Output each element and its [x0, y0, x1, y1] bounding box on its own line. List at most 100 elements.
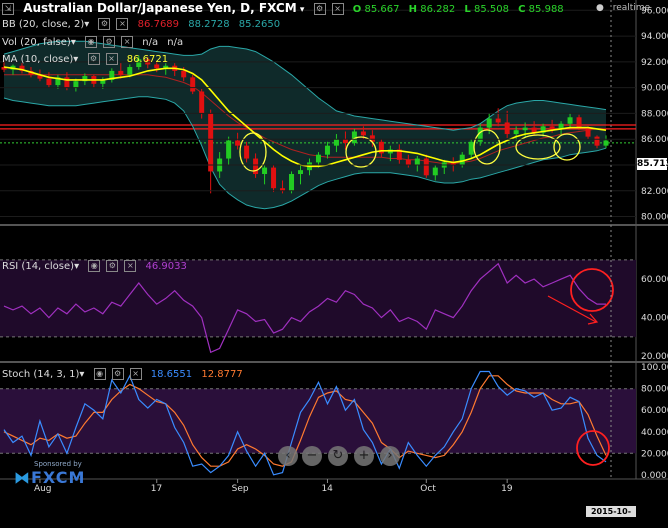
- price-tick-label: 88.000: [641, 109, 668, 119]
- stoch-legend: Stoch (14, 3, 1)▾ ◉ ⚙ × 18.6551 12.8777: [2, 368, 243, 380]
- candle-body: [459, 154, 465, 165]
- candle-body: [1, 67, 7, 70]
- candle-body: [468, 141, 474, 155]
- candle-body: [405, 159, 411, 165]
- stoch-k-line: [3, 370, 607, 476]
- candle-body: [262, 167, 268, 175]
- candle-body: [100, 79, 106, 84]
- settings-icon[interactable]: ⚙: [313, 3, 326, 15]
- candle-body: [342, 139, 348, 144]
- rsi-tick-label: 20.000: [641, 352, 668, 362]
- candle-body: [585, 127, 591, 137]
- annotation-ellipse: [473, 129, 501, 165]
- stoch-close-icon[interactable]: ×: [129, 368, 142, 380]
- candle-body: [450, 162, 456, 165]
- scroll-left-button[interactable]: ‹: [278, 446, 298, 466]
- annotation-ellipse: [515, 134, 561, 160]
- candle-body: [603, 140, 609, 146]
- reset-button[interactable]: ↻: [328, 446, 348, 466]
- stoch-settings-icon[interactable]: ⚙: [111, 368, 124, 380]
- ma-dropdown-icon[interactable]: ▾: [73, 54, 79, 65]
- ma-close-icon[interactable]: ×: [105, 53, 118, 65]
- time-tick-label: Sep: [232, 484, 249, 494]
- annotation-ellipse: [239, 132, 267, 172]
- candle-body: [271, 167, 277, 189]
- close-icon[interactable]: ×: [331, 3, 344, 15]
- candle-body: [280, 188, 286, 191]
- scroll-right-button[interactable]: ›: [380, 446, 400, 466]
- candle-body: [19, 65, 25, 71]
- candle-body: [540, 126, 546, 133]
- rsi-hide-icon[interactable]: ◉: [88, 260, 101, 272]
- price-tick-label: 94.000: [641, 32, 668, 42]
- date-badge: 2015-10-30: [586, 506, 636, 527]
- rsi-line: [3, 262, 606, 354]
- stoch-tick-label: 80.000: [641, 385, 668, 395]
- vol-close-icon[interactable]: ×: [121, 36, 134, 48]
- ma-legend: MA (10, close)▾ ⚙ × 86.6721: [2, 53, 169, 65]
- bb-middle-line: [4, 74, 606, 165]
- candle-body: [477, 127, 483, 142]
- rsi-band: [0, 259, 636, 337]
- candle-body: [558, 123, 564, 129]
- vol-legend: Vol (20, false)▾ ◉ ⚙ × n/a n/a: [2, 36, 184, 48]
- zoom-in-button[interactable]: +: [354, 446, 374, 466]
- candle-body: [396, 149, 402, 160]
- vol-settings-icon[interactable]: ⚙: [103, 36, 116, 48]
- annotation-ellipse: [345, 136, 377, 168]
- price-tick-label: 86.000: [641, 135, 668, 145]
- stoch-annotation-circle: [576, 430, 610, 466]
- candle-body: [244, 145, 250, 159]
- vol-dropdown-icon[interactable]: ▾: [70, 37, 76, 48]
- rsi-settings-icon[interactable]: ⚙: [106, 260, 119, 272]
- bb-dropdown-icon[interactable]: ▾: [84, 19, 90, 30]
- candle-body: [136, 59, 142, 68]
- rsi-tick-label: 40.000: [641, 314, 668, 324]
- collapse-icon[interactable]: ⇲: [2, 3, 14, 15]
- fxcm-mark-icon: ⧓: [14, 468, 31, 487]
- annotation-ellipse: [553, 133, 581, 161]
- stoch-tick-label: 40.000: [641, 428, 668, 438]
- time-tick-label: 17: [151, 484, 162, 494]
- stoch-dropdown-icon[interactable]: ▾: [79, 369, 85, 380]
- vol-hide-icon[interactable]: ◉: [85, 36, 98, 48]
- symbol-title[interactable]: Australian Dollar/Japanese Yen, D, FXCM: [23, 1, 297, 15]
- bb-upper-line: [3, 40, 607, 131]
- price-tick-label: 80.000: [641, 213, 668, 223]
- candle-body: [289, 174, 295, 191]
- candle-body: [324, 145, 330, 155]
- symbol-dropdown-icon[interactable]: ▾: [299, 5, 305, 15]
- candle-body: [315, 154, 321, 163]
- candle-body: [333, 139, 339, 146]
- stoch-tick-label: 60.000: [641, 406, 668, 416]
- candle-body: [199, 91, 205, 114]
- price-tick-label: 90.000: [641, 84, 668, 94]
- candle-body: [253, 158, 259, 175]
- bb-legend: BB (20, close, 2)▾ ⚙ × 86.7689 88.2728 85…: [2, 18, 281, 30]
- ma-line: [3, 66, 607, 168]
- candle-body: [432, 167, 438, 176]
- candle-body: [486, 118, 492, 128]
- rsi-close-icon[interactable]: ×: [124, 260, 137, 272]
- candle-body: [37, 74, 43, 79]
- rsi-dropdown-icon[interactable]: ▾: [74, 261, 80, 272]
- price-tick-label: 96.000: [641, 6, 668, 16]
- price-tick-label: 82.000: [641, 187, 668, 197]
- stoch-tick-label: 0.000: [641, 471, 667, 481]
- candle-body: [351, 131, 357, 144]
- candle-body: [495, 118, 501, 123]
- chart-canvas[interactable]: 80.00082.00084.00086.00088.00090.00092.0…: [0, 0, 668, 517]
- candle-body: [360, 131, 366, 136]
- zoom-out-button[interactable]: −: [302, 446, 322, 466]
- bb-settings-icon[interactable]: ⚙: [98, 18, 111, 30]
- time-tick-label: 19: [501, 484, 513, 494]
- main-header: ⇲ Australian Dollar/Japanese Yen, D, FXC…: [0, 1, 576, 15]
- candle-body: [82, 76, 88, 82]
- bb-close-icon[interactable]: ×: [116, 18, 129, 30]
- ma-settings-icon[interactable]: ⚙: [87, 53, 100, 65]
- candle-body: [46, 78, 52, 86]
- candle-body: [531, 127, 537, 133]
- time-tick-label: Oct: [420, 484, 436, 494]
- stoch-tick-label: 100.000: [641, 363, 668, 373]
- stoch-hide-icon[interactable]: ◉: [93, 368, 106, 380]
